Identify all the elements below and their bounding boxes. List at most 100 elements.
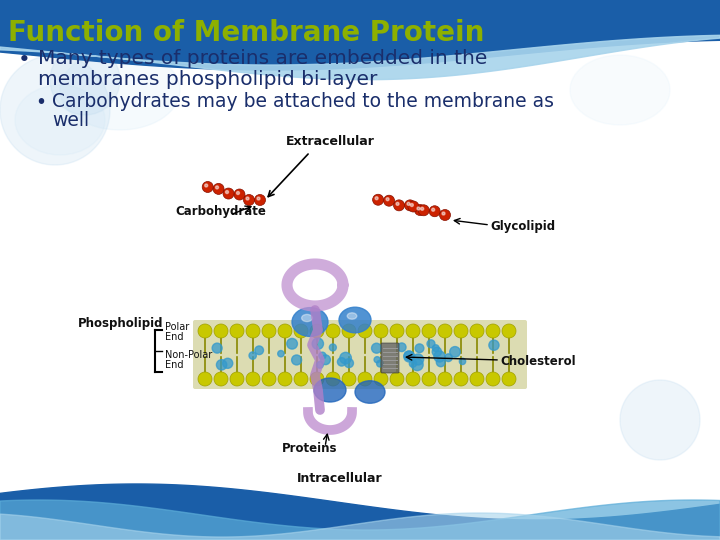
Circle shape [262, 372, 276, 386]
Text: •: • [18, 50, 31, 70]
Text: Proteins: Proteins [282, 442, 338, 455]
Ellipse shape [60, 50, 180, 130]
Text: Cholesterol: Cholesterol [500, 355, 575, 368]
Circle shape [470, 324, 484, 338]
Circle shape [246, 324, 260, 338]
Ellipse shape [620, 380, 700, 460]
Circle shape [342, 324, 356, 338]
Circle shape [407, 202, 410, 205]
Circle shape [390, 372, 404, 386]
Circle shape [413, 354, 423, 365]
Circle shape [417, 207, 420, 210]
Circle shape [444, 354, 452, 362]
Circle shape [243, 194, 254, 206]
Ellipse shape [339, 307, 371, 333]
Circle shape [489, 340, 499, 350]
Circle shape [310, 324, 324, 338]
Circle shape [212, 343, 222, 353]
Ellipse shape [347, 313, 357, 319]
Circle shape [375, 197, 378, 200]
Circle shape [294, 324, 308, 338]
Circle shape [470, 372, 484, 386]
Circle shape [377, 360, 383, 367]
Circle shape [338, 357, 346, 366]
Circle shape [312, 338, 323, 349]
Text: Extracellular: Extracellular [286, 135, 374, 148]
Circle shape [278, 350, 284, 357]
Circle shape [429, 206, 440, 217]
Circle shape [415, 344, 424, 353]
Circle shape [234, 189, 245, 200]
Ellipse shape [570, 55, 670, 125]
Circle shape [374, 372, 388, 386]
Circle shape [415, 205, 426, 215]
Circle shape [439, 210, 451, 220]
Circle shape [202, 181, 213, 192]
Ellipse shape [50, 45, 120, 115]
Ellipse shape [0, 55, 110, 165]
Circle shape [329, 344, 336, 351]
Circle shape [358, 372, 372, 386]
Text: Glycolipid: Glycolipid [490, 220, 555, 233]
Circle shape [502, 372, 516, 386]
Circle shape [394, 200, 405, 211]
Circle shape [405, 200, 415, 211]
Circle shape [292, 355, 302, 365]
Circle shape [420, 207, 423, 210]
Circle shape [246, 197, 249, 200]
Circle shape [442, 212, 445, 215]
Circle shape [198, 372, 212, 386]
Circle shape [249, 352, 256, 359]
Text: well: well [52, 111, 89, 130]
Circle shape [198, 324, 212, 338]
Circle shape [214, 372, 228, 386]
Circle shape [326, 372, 340, 386]
Circle shape [486, 372, 500, 386]
Ellipse shape [292, 308, 328, 336]
Circle shape [317, 362, 323, 368]
Circle shape [432, 208, 435, 211]
Circle shape [390, 324, 404, 338]
Circle shape [319, 352, 326, 359]
Circle shape [215, 186, 219, 189]
FancyBboxPatch shape [381, 343, 399, 373]
Circle shape [373, 194, 384, 205]
Circle shape [340, 352, 351, 364]
Circle shape [422, 372, 436, 386]
Circle shape [384, 195, 395, 206]
Circle shape [418, 205, 429, 216]
Circle shape [326, 324, 340, 338]
Text: membranes phospholipid bi-layer: membranes phospholipid bi-layer [38, 70, 377, 89]
Text: •: • [35, 93, 46, 112]
Circle shape [436, 358, 445, 367]
Circle shape [223, 188, 234, 199]
Circle shape [217, 360, 227, 370]
Circle shape [438, 372, 452, 386]
Text: Carbohydrates may be attached to the membrane as: Carbohydrates may be attached to the mem… [52, 92, 554, 111]
Ellipse shape [314, 378, 346, 402]
Circle shape [374, 356, 380, 363]
Circle shape [222, 358, 233, 368]
Circle shape [342, 372, 356, 386]
Text: End: End [165, 332, 184, 342]
Circle shape [432, 347, 441, 356]
Circle shape [404, 351, 415, 362]
Circle shape [438, 324, 452, 338]
Circle shape [214, 324, 228, 338]
Circle shape [397, 343, 406, 352]
Circle shape [410, 204, 413, 206]
Circle shape [287, 339, 297, 349]
Circle shape [254, 194, 266, 206]
Circle shape [310, 372, 324, 386]
Circle shape [396, 202, 399, 205]
Circle shape [486, 324, 500, 338]
Text: End: End [165, 360, 184, 370]
Circle shape [278, 372, 292, 386]
Circle shape [230, 372, 244, 386]
Circle shape [372, 343, 382, 353]
Circle shape [408, 201, 419, 212]
Text: Polar: Polar [165, 322, 189, 332]
Circle shape [213, 184, 224, 194]
Text: Carbohydrate: Carbohydrate [175, 205, 266, 218]
Text: Non-Polar: Non-Polar [165, 350, 212, 360]
